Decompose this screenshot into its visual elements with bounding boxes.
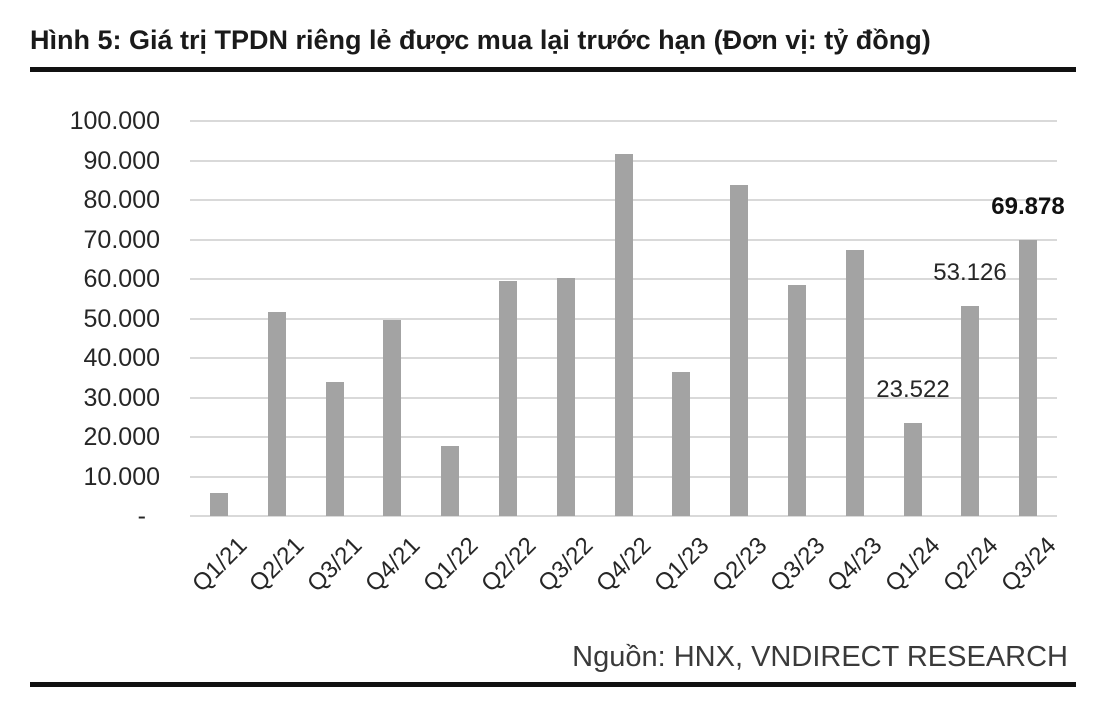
bar-q4-22: [615, 154, 633, 516]
bar-q1-22: [441, 446, 459, 516]
x-axis-tick-label: Q4/21: [360, 532, 426, 598]
y-axis-tick-label: 90.000: [83, 146, 160, 175]
figure-bottom-rule: [30, 682, 1076, 687]
bar-q2-24: [961, 306, 979, 516]
y-axis-tick-label: 20.000: [83, 423, 160, 451]
x-axis-tick-label: Q4/22: [591, 532, 657, 598]
bar-q4-23: [846, 250, 864, 516]
bar-value-label: 23.522: [876, 376, 950, 403]
x-axis-tick-label: Q3/21: [302, 532, 368, 598]
y-axis-tick-label: 60.000: [83, 265, 160, 293]
bar-q1-24: [904, 423, 922, 516]
bar-q2-22: [499, 281, 517, 516]
y-axis-tick-label: -: [137, 502, 146, 530]
bar-q3-24: [1019, 240, 1037, 516]
x-axis-tick-label: Q3/22: [533, 532, 599, 598]
bar-q3-21: [326, 382, 344, 516]
y-axis-tick-label: 30.000: [83, 383, 160, 412]
y-axis-tick-label: 100.000: [69, 107, 160, 135]
x-axis-tick-label: Q2/24: [938, 532, 1004, 598]
gridline: [190, 515, 1057, 517]
x-axis-tick-label: Q1/24: [880, 532, 946, 598]
y-axis-tick-label: 70.000: [83, 225, 160, 254]
x-axis-tick-label: Q3/23: [764, 532, 830, 598]
bar-q2-21: [268, 312, 286, 516]
x-axis-tick-label: Q1/23: [649, 532, 715, 598]
y-axis-tick-label: 40.000: [83, 344, 160, 372]
bar-q4-21: [383, 320, 401, 516]
bar-q2-23: [730, 185, 748, 516]
x-axis-tick-label: Q2/21: [244, 532, 310, 598]
bar-q1-23: [672, 372, 690, 516]
bar-q3-22: [557, 278, 575, 516]
x-axis-tick-label: Q4/23: [822, 532, 888, 598]
figure-title: Hình 5: Giá trị TPDN riêng lẻ được mua l…: [30, 25, 931, 55]
bar-q1-21: [210, 493, 228, 516]
title-underline-rule: [30, 67, 1076, 72]
bar-value-label: 53.126: [933, 259, 1007, 286]
x-axis-tick-label: Q2/22: [475, 532, 541, 598]
x-axis-tick-label: Q3/24: [995, 532, 1062, 598]
gridline: [190, 120, 1057, 122]
x-axis-tick-label: Q1/22: [417, 532, 484, 598]
bar-q3-23: [788, 285, 806, 516]
y-axis-tick-label: 50.000: [83, 304, 160, 333]
bar-value-label: 69.878: [991, 193, 1065, 220]
x-axis-tick-label: Q2/23: [706, 532, 773, 598]
x-axis-tick-label: Q1/21: [186, 532, 252, 598]
y-axis-tick-label: 10.000: [83, 462, 160, 491]
source-caption: Nguồn: HNX, VNDIRECT RESEARCH: [572, 641, 1068, 673]
y-axis-tick-label: 80.000: [83, 186, 160, 214]
